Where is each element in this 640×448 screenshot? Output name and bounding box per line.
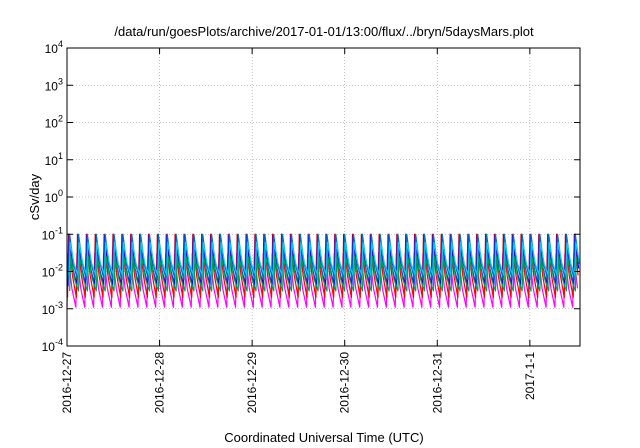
y-tick-label: 10-2 [42,263,63,280]
y-tick-label: 100 [45,188,63,205]
x-tick-label: 2016-12-31 [430,352,444,414]
chart-title: /data/run/goesPlots/archive/2017-01-01/1… [114,24,534,39]
x-axis: 2016-12-27 2016-12-28 2016-12-29 2016-12-30… [60,48,537,413]
x-tick-label: 2016-12-29 [245,352,259,414]
y-tick-label: 104 [45,39,63,56]
series-line [68,241,581,276]
y-tick-label: 10-3 [42,300,63,317]
series-group [66,233,581,308]
x-axis-label: Coordinated Universal Time (UTC) [224,430,423,445]
y-tick-label: 10-1 [42,225,63,242]
x-tick-label: 2016-12-30 [338,352,352,414]
x-tick-label: 2016-12-27 [60,352,74,414]
series-line [66,253,579,308]
y-tick-label: 10-4 [42,337,63,354]
series-line [69,256,577,292]
y-tick-label: 102 [45,114,63,131]
y-axis-label: cSv/day [27,173,42,220]
y-tick-label: 103 [45,76,63,93]
y-axis: 104 103 102 101 100 10-1 10-2 10-3 10-4 [42,39,580,354]
x-tick-label: 2016-12-28 [153,352,167,414]
x-tick-label: 2017-1-1 [523,352,537,400]
y-tick-label: 101 [45,151,63,168]
